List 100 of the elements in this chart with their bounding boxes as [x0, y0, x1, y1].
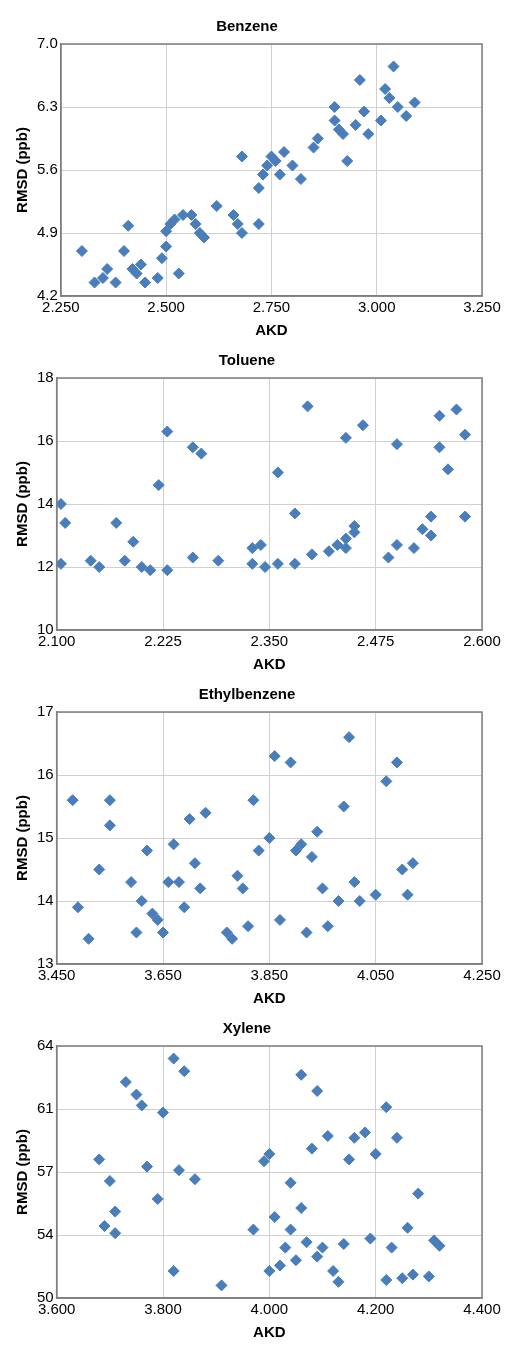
- point: [268, 750, 281, 763]
- point: [186, 441, 199, 454]
- point: [383, 92, 396, 104]
- point: [59, 516, 72, 529]
- point: [261, 159, 274, 172]
- x-axis-title: AKD: [253, 989, 286, 1007]
- point: [286, 159, 299, 172]
- point: [441, 463, 454, 476]
- point: [458, 428, 471, 441]
- point: [305, 1142, 318, 1155]
- point: [295, 838, 308, 851]
- y-axis-title: RMSD (ppb): [13, 127, 31, 213]
- point: [157, 926, 170, 939]
- point: [167, 838, 180, 851]
- point: [380, 1274, 393, 1286]
- x-tick-label: 4.000: [250, 1300, 289, 1318]
- point: [231, 869, 244, 882]
- point: [390, 756, 403, 769]
- point: [328, 114, 341, 127]
- point: [139, 276, 152, 289]
- point: [135, 561, 148, 573]
- point: [160, 240, 173, 253]
- point: [390, 1131, 403, 1144]
- point: [337, 128, 350, 140]
- point: [343, 1153, 356, 1166]
- x-tick-label: 4.050: [356, 966, 395, 984]
- point: [118, 245, 131, 257]
- point: [167, 1265, 180, 1277]
- point: [390, 538, 403, 551]
- point: [353, 74, 366, 86]
- chart-title: Benzene: [216, 17, 278, 35]
- point: [199, 806, 212, 819]
- point: [321, 1130, 334, 1142]
- x-axis-title: AKD: [253, 655, 286, 673]
- point: [226, 932, 239, 945]
- y-axis-title: RMSD (ppb): [13, 1129, 31, 1215]
- point: [273, 913, 286, 926]
- point: [220, 926, 233, 939]
- point: [424, 510, 437, 523]
- y-tick-label: 57: [37, 1162, 54, 1180]
- y-tick-label: 64: [37, 1036, 54, 1054]
- point: [135, 1099, 148, 1112]
- point: [152, 479, 165, 492]
- point: [151, 272, 164, 284]
- y-tick-label: 17: [37, 702, 54, 720]
- point: [433, 409, 446, 422]
- point: [210, 200, 223, 212]
- point: [127, 535, 140, 548]
- point: [161, 425, 174, 438]
- point: [408, 96, 421, 109]
- point: [155, 252, 168, 265]
- point: [135, 895, 148, 907]
- point: [407, 542, 420, 555]
- point: [288, 507, 301, 520]
- point: [101, 263, 114, 275]
- point: [263, 1265, 276, 1277]
- point: [331, 538, 344, 551]
- point: [422, 1270, 435, 1283]
- point: [284, 756, 297, 769]
- point: [82, 932, 95, 945]
- point: [400, 110, 413, 122]
- point: [75, 245, 88, 257]
- point: [66, 794, 79, 807]
- point: [71, 901, 84, 914]
- point: [122, 219, 135, 232]
- point: [141, 1160, 154, 1173]
- point: [178, 1065, 191, 1078]
- point: [289, 844, 302, 857]
- x-axis-title: AKD: [253, 1323, 286, 1341]
- point: [339, 532, 352, 545]
- point: [93, 561, 106, 573]
- point: [359, 1126, 372, 1139]
- point: [424, 529, 437, 542]
- point: [380, 775, 393, 788]
- point: [195, 447, 208, 460]
- point: [369, 888, 382, 901]
- point: [307, 141, 320, 154]
- y-tick-label: 18: [37, 368, 54, 386]
- point: [247, 794, 260, 807]
- point: [215, 1279, 228, 1292]
- x-tick-label: 2.500: [147, 298, 185, 316]
- point: [263, 832, 276, 844]
- point: [401, 1221, 414, 1234]
- point: [93, 1153, 106, 1166]
- point: [343, 731, 356, 744]
- point: [356, 419, 369, 432]
- point: [284, 1176, 297, 1189]
- point: [406, 857, 419, 870]
- point: [235, 150, 248, 163]
- y-tick-label: 15: [37, 828, 54, 846]
- point: [130, 1088, 143, 1101]
- point: [252, 182, 265, 194]
- point: [236, 882, 249, 895]
- point: [268, 1211, 281, 1223]
- point: [295, 1068, 308, 1081]
- point: [278, 146, 291, 158]
- point: [321, 920, 334, 933]
- point: [289, 1254, 302, 1267]
- point: [433, 1239, 446, 1252]
- y-tick-label: 16: [37, 431, 54, 449]
